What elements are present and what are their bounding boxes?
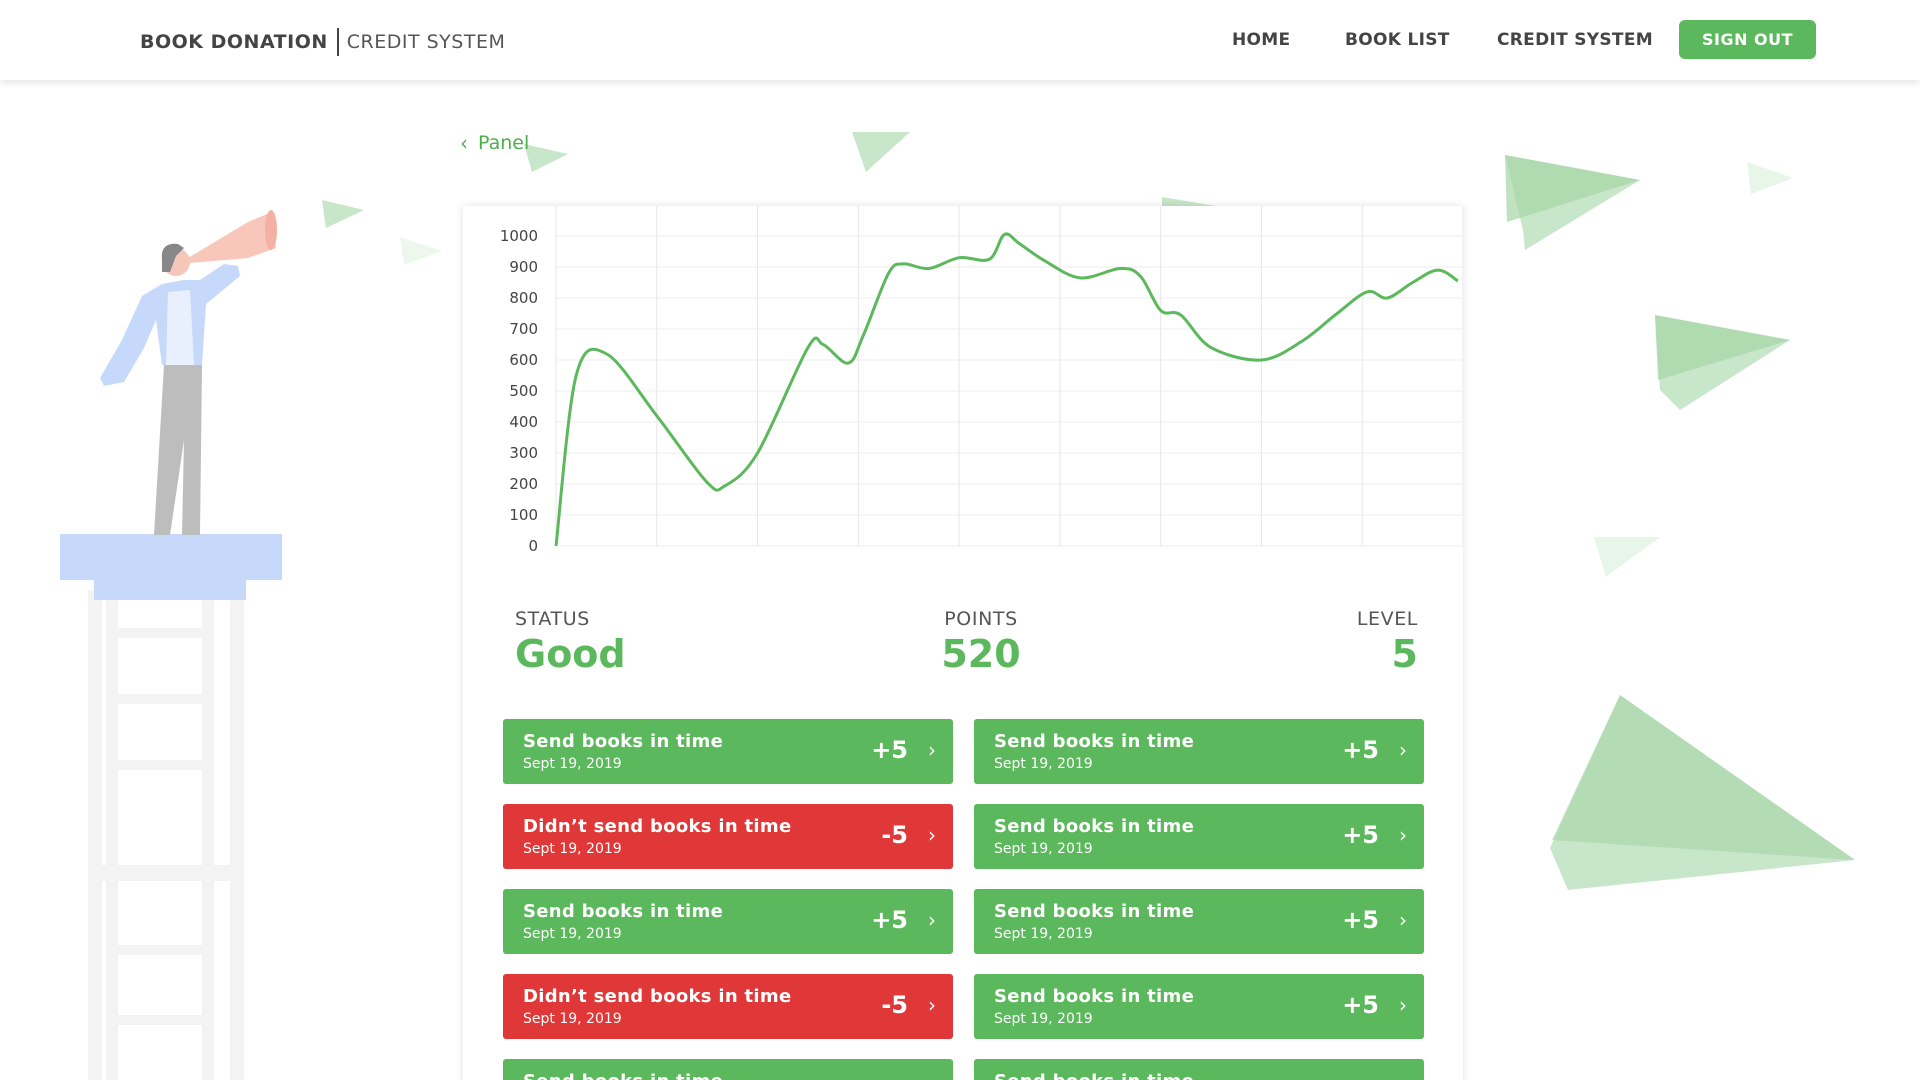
paper-plane-icon [1594, 537, 1660, 577]
brand-subtitle: CREDIT SYSTEM [346, 31, 506, 53]
megaphone-person-illustration [60, 210, 282, 1080]
entry-points-delta: +5 [1342, 736, 1379, 764]
brand-name: BOOK DONATION [140, 31, 328, 53]
back-to-panel-link[interactable]: ‹ Panel [460, 131, 529, 155]
level-label: LEVEL [1356, 608, 1418, 630]
credit-panel-card: 0 100 200 300 400 500 600 700 800 900 1000 STATUS … [463, 206, 1463, 1080]
entry-title: Didn’t send books in time [523, 816, 792, 837]
back-link-label: Panel [478, 132, 530, 154]
chart-y-tick-label: 300 [509, 444, 538, 462]
entry-date: Sept 19, 2019 [994, 756, 1093, 772]
level-stat: LEVEL 5 [1318, 608, 1418, 676]
entry-date: Sept 19, 2019 [523, 926, 622, 942]
entry-date: Sept 19, 2019 [523, 1011, 622, 1027]
nav-credit-system[interactable]: CREDIT SYSTEM [1497, 30, 1653, 50]
entry-points-delta: -5 [881, 991, 908, 1019]
entry-points-delta: +5 [1342, 906, 1379, 934]
chevron-left-icon: ‹ [460, 131, 468, 155]
chevron-right-icon: › [928, 823, 936, 847]
chevron-right-icon: › [928, 738, 936, 762]
status-label: STATUS [515, 608, 590, 630]
chart-y-tick-label: 200 [509, 475, 538, 493]
chart-y-tick-label: 500 [509, 382, 538, 400]
entry-title: Didn’t send books in time [523, 986, 792, 1007]
sign-out-button[interactable]: SIGN OUT [1679, 20, 1816, 59]
status-value: Good [515, 632, 626, 676]
entry-title: Send books in time [994, 731, 1195, 752]
nav-book-list[interactable]: BOOK LIST [1345, 30, 1450, 50]
credit-entry[interactable]: Send books in time Sept 19, 2019 +5 › [974, 719, 1424, 784]
entry-title: Send books in time [523, 731, 724, 752]
chevron-right-icon: › [1399, 908, 1407, 932]
chevron-right-icon: › [1399, 993, 1407, 1017]
chart-series-line [554, 232, 1459, 547]
status-stat: STATUS Good [515, 608, 626, 676]
credit-entry[interactable]: Send books in time Sept 19, 2019 +5 › [974, 889, 1424, 954]
entry-date: Sept 19, 2019 [994, 1011, 1093, 1027]
credit-history-chart: 0 100 200 300 400 500 600 700 800 900 1000 [500, 206, 1463, 555]
entry-points-delta: +5 [871, 906, 908, 934]
credit-entry[interactable]: Send books in time Sept 19, 2019 +5 › [503, 719, 953, 784]
chart-y-tick-label: 800 [509, 289, 538, 307]
entry-title: Send books in time [523, 901, 724, 922]
entry-title: Send books in time [994, 986, 1195, 1007]
brand-logo[interactable]: BOOK DONATION CREDIT SYSTEM [140, 28, 505, 56]
entry-title: Send books in time [523, 1071, 723, 1080]
entry-date: Sept 19, 2019 [994, 841, 1093, 857]
chart-y-tick-label: 0 [528, 537, 538, 555]
entry-title: Send books in time [994, 901, 1195, 922]
credit-entry[interactable]: Didn’t send books in time Sept 19, 2019 -5… [503, 804, 953, 869]
chart-y-tick-label: 1000 [500, 227, 538, 245]
credit-entry[interactable]: Send books in time Sept 19, 2019 +5 › [974, 974, 1424, 1039]
chevron-right-icon: › [928, 908, 936, 932]
chevron-right-icon: › [1399, 738, 1407, 762]
paper-plane-icon [1162, 197, 1222, 207]
chart-y-tick-label: 100 [509, 506, 538, 524]
entry-date: Sept 19, 2019 [523, 756, 622, 772]
entry-date: Sept 19, 2019 [994, 926, 1093, 942]
points-stat: POINTS 520 [926, 608, 1036, 676]
chevron-right-icon: › [928, 1078, 936, 1080]
paper-plane-icon [1550, 695, 1855, 890]
chevron-right-icon: › [1399, 1078, 1407, 1080]
chevron-right-icon: › [1399, 823, 1407, 847]
entry-date: Sept 19, 2019 [523, 841, 622, 857]
paper-plane-icon [400, 237, 442, 265]
paper-plane-icon [322, 200, 364, 228]
chevron-right-icon: › [928, 993, 936, 1017]
nav-home[interactable]: HOME [1232, 30, 1291, 50]
points-value: 520 [941, 632, 1021, 676]
entry-title: Send books in time [994, 816, 1195, 837]
entry-points-delta: +5 [1342, 991, 1379, 1019]
brand-divider [336, 28, 339, 56]
paper-plane-icon [1505, 155, 1640, 250]
chart-y-tick-label: 700 [509, 320, 538, 338]
points-label: POINTS [944, 608, 1018, 630]
chart-y-tick-label: 900 [509, 258, 538, 276]
credit-entry[interactable]: Didn’t send books in time Sept 19, 2019 -5… [503, 974, 953, 1039]
entry-title: Send books in time [994, 1071, 1194, 1080]
entry-points-delta: -5 [881, 821, 908, 849]
chart-y-tick-label: 600 [509, 351, 538, 369]
level-value: 5 [1391, 632, 1418, 676]
paper-plane-icon [1747, 162, 1793, 194]
top-navbar: BOOK DONATION CREDIT SYSTEM HOME BOOK LI… [0, 0, 1920, 80]
credit-entry[interactable]: Send books in time Sept 19, 2019 +5 › [503, 889, 953, 954]
credit-entry[interactable]: Send books in time Sept 19, 2019 +5 › [974, 804, 1424, 869]
entry-points-delta: +5 [1342, 821, 1379, 849]
entry-points-delta: +5 [871, 736, 908, 764]
chart-y-tick-label: 400 [509, 413, 538, 431]
paper-plane-icon [524, 144, 568, 172]
paper-plane-icon [852, 132, 910, 172]
paper-plane-icon [1655, 315, 1790, 410]
